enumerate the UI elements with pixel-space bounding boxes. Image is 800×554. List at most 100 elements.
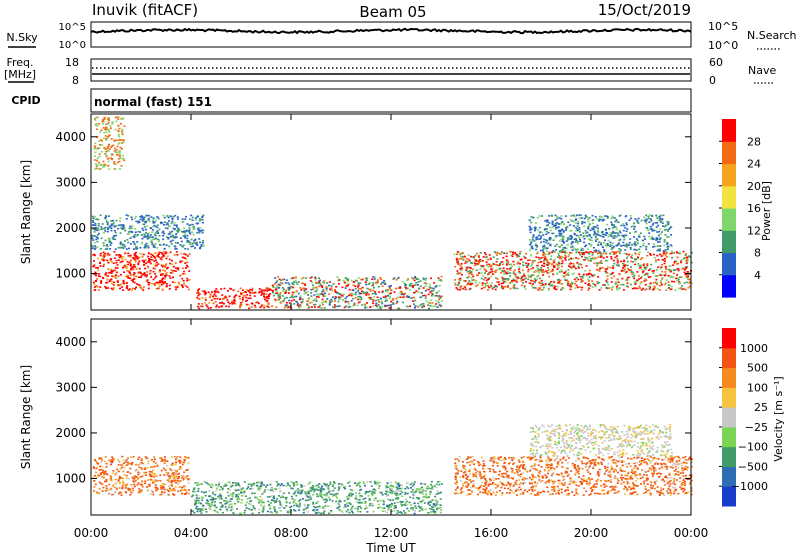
heatmap-cell	[651, 270, 654, 272]
heatmap-cell	[653, 238, 656, 240]
heatmap-cell	[152, 278, 155, 281]
heatmap-cell	[99, 262, 102, 264]
heatmap-cell	[582, 221, 585, 223]
heatmap-cell	[338, 500, 341, 503]
heatmap-cell	[401, 280, 404, 283]
heatmap-cell	[108, 492, 111, 495]
heatmap-cell	[194, 247, 196, 249]
heatmap-cell	[98, 156, 101, 158]
heatmap-cell	[310, 306, 313, 308]
heatmap-cell	[420, 296, 423, 299]
heatmap-cell	[535, 287, 538, 289]
heatmap-cell	[538, 226, 541, 229]
heatmap-cell	[471, 262, 474, 264]
heatmap-cell	[589, 245, 592, 247]
heatmap-cell	[356, 510, 359, 513]
heatmap-cell	[676, 279, 679, 282]
heatmap-cell	[599, 268, 601, 270]
heatmap-cell	[412, 284, 415, 287]
heatmap-cell	[372, 289, 375, 292]
heatmap-cell	[392, 278, 395, 280]
heatmap-cell	[354, 287, 357, 290]
heatmap-cell	[558, 271, 561, 273]
heatmap-cell	[568, 254, 571, 256]
heatmap-cell	[556, 226, 559, 229]
heatmap-cell	[527, 259, 530, 262]
heatmap-cell	[165, 244, 168, 246]
heatmap-cell	[560, 233, 563, 235]
heatmap-cell	[94, 483, 97, 486]
heatmap-cell	[168, 275, 171, 277]
heatmap-cell	[125, 214, 128, 216]
heatmap-cell	[298, 504, 301, 506]
heatmap-cell	[560, 221, 563, 224]
heatmap-cell	[555, 243, 558, 246]
heatmap-cell	[663, 225, 666, 228]
heatmap-cell	[118, 475, 121, 478]
heatmap-cell	[169, 251, 172, 254]
heatmap-cell	[131, 268, 134, 271]
heatmap-cell	[107, 136, 109, 139]
heatmap-cell	[554, 214, 557, 217]
heatmap-cell	[557, 226, 560, 228]
heatmap-cell	[428, 487, 431, 490]
heatmap-cell	[652, 229, 655, 232]
heatmap-cell	[611, 246, 614, 249]
heatmap-cell	[143, 274, 146, 277]
heatmap-cell	[301, 300, 304, 303]
heatmap-cell	[112, 223, 115, 225]
heatmap-cell	[267, 306, 270, 308]
heatmap-cell	[307, 294, 310, 296]
heatmap-cell	[454, 284, 457, 286]
heatmap-cell	[354, 497, 357, 499]
heatmap-cell	[597, 252, 600, 255]
heatmap-cell	[551, 251, 554, 254]
heatmap-cell	[480, 277, 483, 280]
heatmap-cell	[541, 282, 544, 285]
heatmap-cell	[594, 238, 597, 241]
heatmap-cell	[110, 157, 113, 159]
heatmap-cell	[578, 217, 581, 219]
heatmap-cell	[246, 488, 249, 490]
heatmap-cell	[157, 287, 160, 290]
heatmap-cell	[202, 245, 205, 247]
heatmap-cell	[348, 497, 350, 500]
heatmap-cell	[137, 262, 140, 264]
heatmap-cell	[431, 289, 434, 292]
heatmap-cell	[162, 269, 165, 271]
heatmap-cell	[567, 272, 570, 274]
heatmap-cell	[252, 507, 255, 509]
heatmap-cell	[416, 284, 419, 286]
heatmap-cell	[388, 285, 391, 288]
heatmap-cell	[456, 288, 459, 291]
heatmap-cell	[185, 230, 188, 233]
heatmap-cell	[97, 168, 100, 170]
heatmap-cell	[547, 252, 550, 255]
heatmap-cell	[501, 270, 504, 273]
heatmap-cell	[619, 249, 622, 251]
heatmap-cell	[630, 256, 633, 258]
heatmap-cell	[108, 168, 111, 170]
heatmap-cell	[171, 217, 174, 220]
heatmap-cell	[617, 281, 620, 284]
heatmap-cell	[134, 479, 137, 482]
heatmap-cell	[197, 490, 200, 492]
heatmap-cell	[104, 128, 106, 131]
heatmap-cell	[439, 511, 442, 514]
heatmap-cell	[573, 266, 576, 268]
heatmap-cell	[116, 280, 119, 282]
heatmap-cell	[637, 256, 639, 259]
heatmap-cell	[164, 265, 166, 267]
heatmap-cell	[193, 487, 196, 489]
heatmap-cell	[589, 239, 592, 241]
heatmap-cell	[197, 500, 200, 502]
heatmap-cell	[314, 279, 317, 281]
heatmap-cell	[202, 507, 205, 510]
heatmap-cell	[613, 232, 616, 234]
heatmap-cell	[143, 474, 146, 476]
heatmap-cell	[122, 245, 125, 248]
heatmap-cell	[345, 279, 348, 281]
heatmap-cell	[514, 275, 517, 277]
heatmap-cell	[99, 472, 102, 474]
